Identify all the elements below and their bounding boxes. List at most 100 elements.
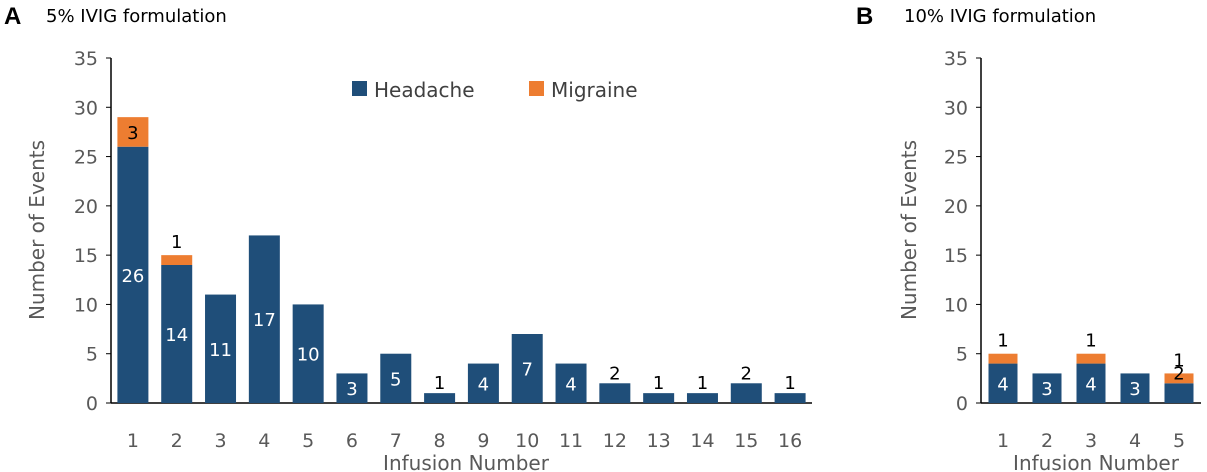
panel-b-x-tick-label: 1 (997, 430, 1009, 452)
panel-a-data-label-headache-7: 5 (390, 369, 401, 390)
panel-b-bar-headache-3 (1076, 363, 1106, 403)
panel-b-y-tick-label: 0 (956, 393, 968, 415)
panel-a-y-tick-label: 0 (86, 393, 98, 415)
panel-b-letter: B (856, 3, 873, 30)
panel-a-bar-headache-8 (424, 393, 456, 403)
panel-a-data-label-headache-4: 17 (253, 310, 276, 331)
panel-a-data-label-headache-5: 10 (297, 345, 320, 366)
panel-a-y-tick-label: 35 (74, 48, 98, 70)
panel-a-bar-headache-2 (161, 265, 193, 403)
panel-a-data-label-headache-16: 1 (784, 373, 795, 394)
panel-a-bar-headache-6 (336, 373, 368, 403)
panel-b-data-label-headache-3: 4 (1085, 374, 1096, 395)
panel-a-x-tick-label: 16 (778, 430, 802, 452)
panel-b-y-tick-label: 35 (944, 48, 968, 70)
panel-a-data-label-headache-1: 26 (121, 266, 144, 287)
panel-a-letter: A (4, 3, 21, 30)
panel-a-bar-headache-9 (467, 363, 499, 403)
panel-b-y-axis-title: Number of Events (897, 140, 921, 320)
panel-a-bar-headache-12 (599, 383, 631, 403)
panel-a-x-tick-label: 10 (515, 430, 539, 452)
panel-a-x-tick-label: 9 (477, 430, 489, 452)
panel-a-x-axis-title: Infusion Number (383, 451, 550, 472)
panel-b-data-label-headache-2: 3 (1041, 379, 1052, 400)
panel-a-data-label-headache-14: 1 (697, 373, 708, 394)
panel-b-data-label-headache-5: 2 (1173, 363, 1184, 384)
panel-a-bar-headache-1 (117, 146, 149, 403)
panel-a-x-tick-label: 2 (171, 430, 183, 452)
panel-a-x-tick-label: 11 (559, 430, 583, 452)
panel-a-data-label-headache-8: 1 (434, 373, 445, 394)
legend-swatch-headache (352, 81, 367, 96)
panel-a-x-tick-label: 7 (390, 430, 402, 452)
panel-a-bar-migraine-1 (117, 117, 149, 147)
panel-b-y-tick-label: 30 (944, 97, 968, 119)
panel-b-x-tick-label: 3 (1085, 430, 1097, 452)
panel-a-x-tick-label: 4 (258, 430, 270, 452)
panel-a-data-label-migraine-1: 3 (127, 123, 138, 144)
panel-b-data-label-headache-4: 3 (1129, 379, 1140, 400)
panel-a-x-tick-label: 13 (647, 430, 671, 452)
panel-a-y-tick-label: 15 (74, 245, 98, 267)
panel-a-x-tick-label: 15 (734, 430, 758, 452)
panel-a-data-label-headache-3: 11 (209, 340, 232, 361)
panel-a-bar-headache-13 (643, 393, 675, 403)
legend: Headache Migraine (352, 78, 638, 102)
panel-a-data-label-headache-2: 14 (165, 325, 188, 346)
panel-a-bar-headache-16 (774, 393, 806, 403)
panel-a-data-label-headache-15: 2 (741, 363, 752, 384)
panel-a-x-tick-label: 5 (302, 430, 314, 452)
panel-a-bar-headache-4 (248, 235, 280, 403)
panel-b-y-tick-label: 15 (944, 245, 968, 267)
panel-a-bar-headache-11 (555, 363, 587, 403)
panel-a-x-tick-label: 3 (214, 430, 226, 452)
panel-a-title: 5% IVIG formulation (46, 6, 227, 27)
panel-b-bar-migraine-1 (988, 353, 1018, 364)
panel-a-y-tick-label: 20 (74, 196, 98, 218)
panel-a-x-tick-label: 8 (434, 430, 446, 452)
panel-a-y-tick-label: 25 (74, 147, 98, 169)
panel-a-bar-migraine-2 (161, 255, 193, 265)
panel-b-y-tick-label: 25 (944, 147, 968, 169)
panel-a-x-tick-label: 12 (603, 430, 627, 452)
panel-a-data-label-headache-9: 4 (478, 374, 489, 395)
panel-a-data-label-headache-6: 3 (346, 379, 357, 400)
panel-b-bar-migraine-5 (1164, 373, 1194, 384)
legend-label-migraine: Migraine (551, 78, 638, 102)
panel-a-y-tick-label: 5 (86, 344, 98, 366)
panel-b-y-tick-label: 20 (944, 196, 968, 218)
panel-a-data-label-headache-10: 7 (521, 360, 532, 381)
panel-b-bar-headache-2 (1032, 373, 1062, 403)
panel-b-data-label-headache-1: 4 (997, 374, 1008, 395)
panel-a-data-label-migraine-2: 1 (171, 232, 182, 253)
panel-b-data-label-migraine-1: 1 (997, 331, 1008, 352)
legend-label-headache: Headache (374, 78, 475, 102)
panel-b-x-axis-title: Infusion Number (1013, 451, 1180, 472)
panel-a-bar-headache-3 (205, 294, 237, 403)
panel-b-x-tick-label: 5 (1173, 430, 1185, 452)
legend-swatch-migraine (529, 81, 544, 96)
panel-b-x-tick-label: 2 (1041, 430, 1053, 452)
panel-a-x-tick-label: 1 (127, 430, 139, 452)
panel-b-title: 10% IVIG formulation (904, 6, 1096, 27)
panel-b-y-tick-label: 10 (944, 294, 968, 316)
panel-a-data-label-headache-12: 2 (609, 363, 620, 384)
panel-a-x-tick-label: 14 (690, 430, 714, 452)
panel-b-bar-migraine-3 (1076, 353, 1106, 364)
panel-a-plot: 0510152025303526311412113174105365718497… (74, 48, 812, 452)
panel-a-bar-headache-10 (511, 334, 543, 403)
panel-b-bar-headache-1 (988, 363, 1018, 403)
panel-b-data-label-migraine-3: 1 (1085, 331, 1096, 352)
panel-a-bar-headache-5 (292, 304, 324, 403)
panel-a-y-tick-label: 30 (74, 97, 98, 119)
panel-a-bar-headache-7 (380, 353, 412, 403)
panel-a-y-tick-label: 10 (74, 294, 98, 316)
panel-b-y-tick-label: 5 (956, 344, 968, 366)
panel-a-bar-headache-14 (686, 393, 718, 403)
panel-a-x-tick-label: 6 (346, 430, 358, 452)
panel-a-data-label-headache-13: 1 (653, 373, 664, 394)
panel-b-x-tick-label: 4 (1129, 430, 1141, 452)
panel-b-bar-headache-5 (1164, 383, 1194, 403)
